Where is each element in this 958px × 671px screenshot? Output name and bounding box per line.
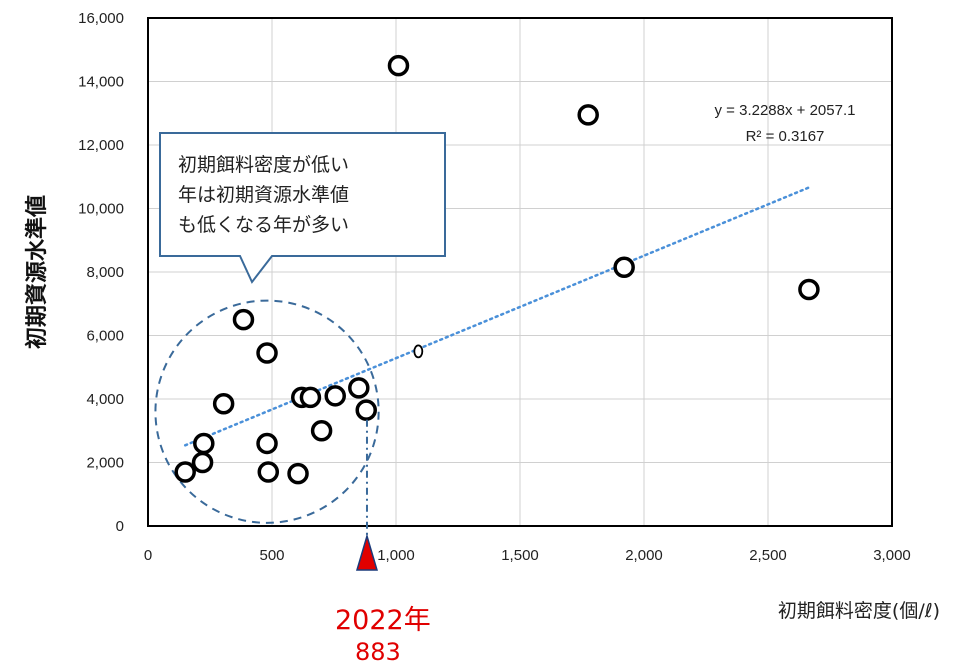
data-point — [299, 386, 322, 409]
y-tick-label: 14,000 — [78, 74, 124, 91]
highlight-circle — [154, 299, 380, 524]
data-point — [355, 399, 377, 421]
data-point — [193, 432, 215, 455]
highlight-region — [154, 299, 380, 524]
r-squared-label: R² = 0.3167 — [746, 128, 825, 145]
data-point — [324, 385, 346, 407]
year-marker — [355, 419, 378, 571]
y-tick-label: 0 — [116, 518, 124, 535]
data-point — [212, 393, 235, 415]
data-point — [798, 278, 820, 301]
data-point — [232, 308, 255, 331]
data-point — [287, 462, 309, 485]
x-tick-label: 500 — [259, 547, 284, 564]
trend-equation: y = 3.2288x + 2057.1 — [715, 102, 856, 119]
data-point — [257, 461, 280, 483]
y-tick-label: 4,000 — [86, 391, 124, 408]
data-point — [348, 377, 370, 399]
data-points — [174, 54, 820, 485]
callout-bubble — [159, 132, 446, 284]
x-axis-label: 初期餌料密度(個/ℓ) — [777, 600, 940, 622]
callout-text: 初期餌料密度が低い 年は初期資源水準値 も低くなる年が多い — [178, 154, 350, 236]
data-point — [577, 104, 599, 126]
trendline — [183, 186, 811, 447]
data-point — [191, 451, 214, 474]
marker-value-label: 883 — [355, 638, 401, 666]
y-tick-label: 8,000 — [86, 264, 124, 281]
x-tick-label: 1,000 — [377, 547, 415, 564]
data-point-small — [413, 344, 424, 359]
axes — [147, 17, 893, 527]
y-tick-label: 16,000 — [78, 10, 124, 27]
plot-area-border — [147, 17, 893, 527]
data-point — [387, 54, 410, 77]
x-tick-labels: 0 500 1,000 1,500 2,000 2,500 3,000 — [144, 547, 911, 564]
data-point — [256, 342, 278, 364]
x-tick-label: 2,500 — [749, 547, 787, 564]
data-point — [310, 420, 333, 442]
y-tick-labels: 0 2,000 4,000 6,000 8,000 10,000 12,000 14,000 1… — [78, 10, 124, 535]
marker-triangle-icon — [355, 533, 378, 571]
y-axis-label: 初期資源水準値 — [24, 195, 50, 349]
data-point — [613, 256, 635, 278]
trendline-line — [183, 186, 811, 447]
data-point — [174, 461, 196, 483]
y-tick-label: 12,000 — [78, 137, 124, 154]
y-tick-label: 6,000 — [86, 328, 124, 345]
x-tick-label: 2,000 — [625, 547, 663, 564]
data-point — [256, 432, 278, 455]
callout-box — [159, 132, 446, 284]
x-tick-label: 3,000 — [873, 547, 911, 564]
y-tick-label: 2,000 — [86, 455, 124, 472]
y-tick-label: 10,000 — [78, 201, 124, 218]
marker-year-label: 2022年 — [335, 605, 431, 636]
x-tick-label: 0 — [144, 547, 152, 564]
x-tick-label: 1,500 — [501, 547, 539, 564]
